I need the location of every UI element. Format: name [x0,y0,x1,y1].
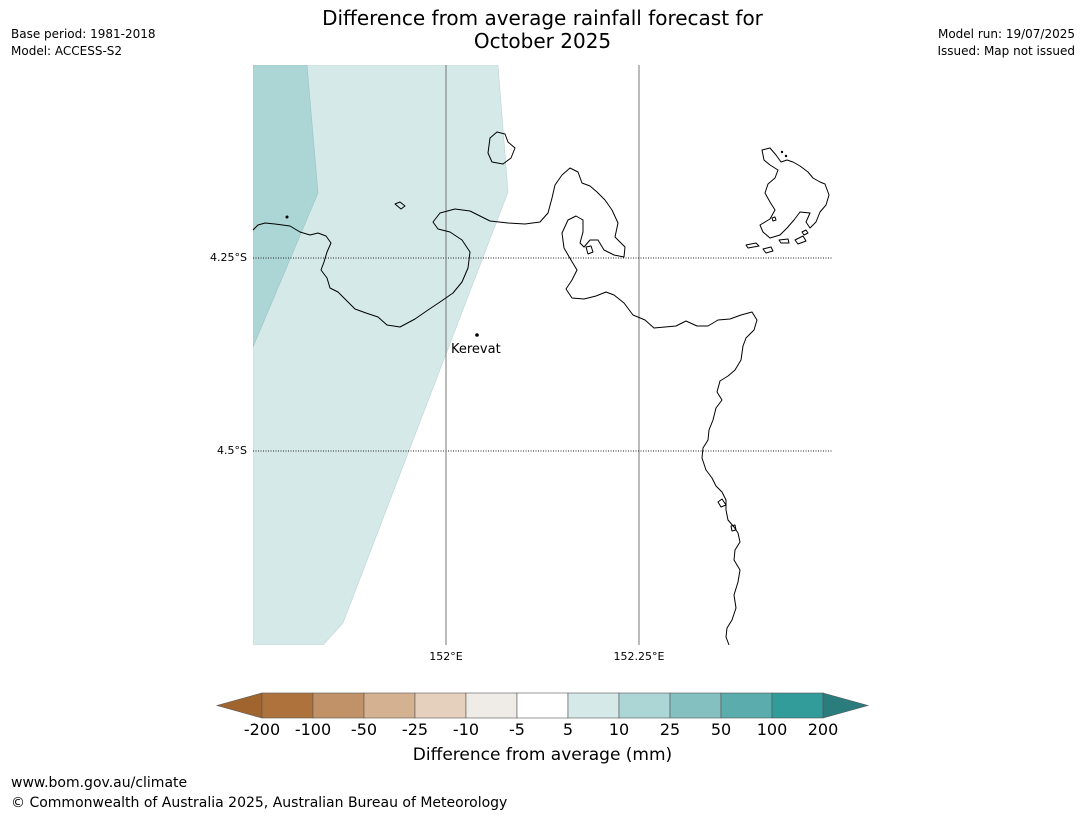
colorbar-segment [771,692,824,719]
map-title-line1: Difference from average rainfall forecas… [322,6,763,30]
islet-small-1 [394,201,406,210]
footer-url: www.bom.gov.au/climate [11,775,188,791]
model-run: Model run: 19/07/2025 [937,27,1075,41]
colorbar-segment [669,692,722,719]
meta-left: Base period: 1981-2018 Model: ACCESS-S2 [11,26,156,60]
lon-label-152: 152°E [429,650,463,663]
lat-label-4-25: 4.25°S [210,251,247,264]
islet-small-2 [585,245,594,255]
issued-status: Issued: Map not issued [937,44,1075,58]
meta-right: Model run: 19/07/2025 Issued: Map not is… [937,26,1075,60]
islet-ne-5 [801,229,809,236]
colorbar-tick-label: 100 [756,720,788,739]
colorbar-title: Difference from average (mm) [412,745,673,765]
island-northeast [759,147,830,239]
colorbar-tick-label: -100 [294,720,332,739]
anomaly-band-10-25 [253,65,319,348]
colorbar-tick-label: 5 [562,720,574,739]
colorbar-tick-label: 50 [710,720,732,739]
colorbar-segment [618,692,671,719]
colorbar-tick-label: -10 [452,720,480,739]
map-title: Difference from average rainfall forecas… [0,7,1085,53]
island-north [487,131,516,165]
islet-ne-2 [762,246,774,254]
colorbar-tick-label: -50 [350,720,378,739]
coastline-main [252,167,758,646]
footer-copyright: © Commonwealth of Australia 2025, Austra… [11,795,508,811]
colorbar-tick-label: -25 [401,720,429,739]
lon-label-152-25: 152.25°E [613,650,665,663]
colorbar-segment [516,692,569,719]
colorbar-tick-label: 10 [608,720,630,739]
base-period: Base period: 1981-2018 [11,27,156,41]
colorbar-tick-label: -5 [509,720,525,739]
anomaly-band-5-10 [253,65,509,645]
map-title-line2: October 2025 [473,29,612,53]
colorbar-extend-low [215,692,263,719]
colorbar-segment [414,692,467,719]
islet-ne-1 [745,242,760,249]
kerevat-marker-icon [475,333,479,337]
colorbar-segment [720,692,773,719]
islet-ne-3 [778,238,790,244]
islet-ne-6 [771,216,777,222]
kerevat-label: Kerevat [451,342,501,357]
islet-dot-west [285,215,289,219]
colorbar-tick-label: -200 [243,720,281,739]
colorbar-segment [363,692,416,719]
islet-dot-ne-1 [780,150,784,154]
colorbar-extend-high [822,692,870,719]
lat-label-4-5: 4.5°S [217,444,247,457]
colorbar-segment [465,692,518,719]
colorbar-segment [261,692,314,719]
islet-coast-2 [730,524,737,532]
colorbar-tick-label: 200 [807,720,839,739]
islet-coast-1 [717,498,727,508]
model-name: Model: ACCESS-S2 [11,44,123,58]
islet-ne-4 [794,235,807,245]
colorbar-tick-label: 25 [659,720,681,739]
colorbar-segment [567,692,620,719]
islet-dot-ne-2 [784,154,788,158]
colorbar-segment [312,692,365,719]
